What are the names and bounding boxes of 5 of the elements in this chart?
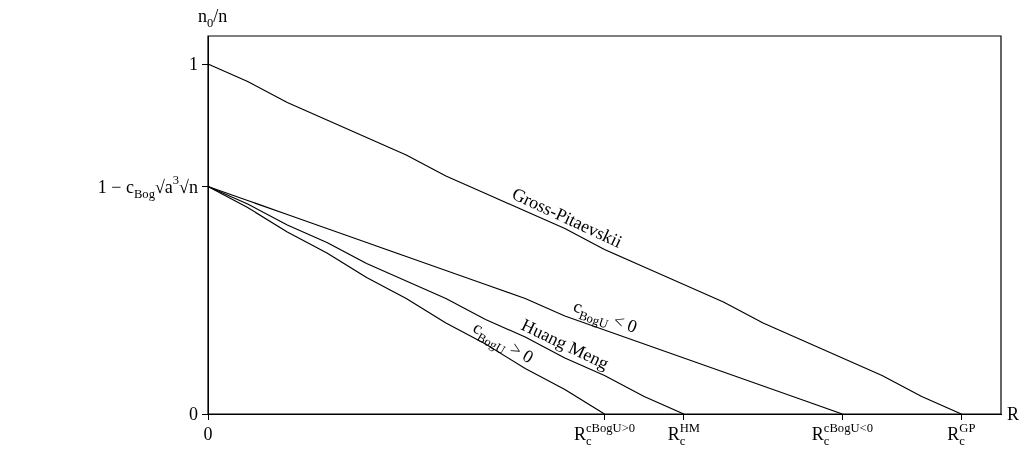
x-axis-title: R [1007, 404, 1020, 424]
x-tick-label: 0 [203, 424, 213, 444]
annotation: cBogU < 0 [570, 295, 640, 337]
y-tick-label: 1 [189, 54, 198, 74]
y-tick-label: 0 [189, 404, 198, 424]
